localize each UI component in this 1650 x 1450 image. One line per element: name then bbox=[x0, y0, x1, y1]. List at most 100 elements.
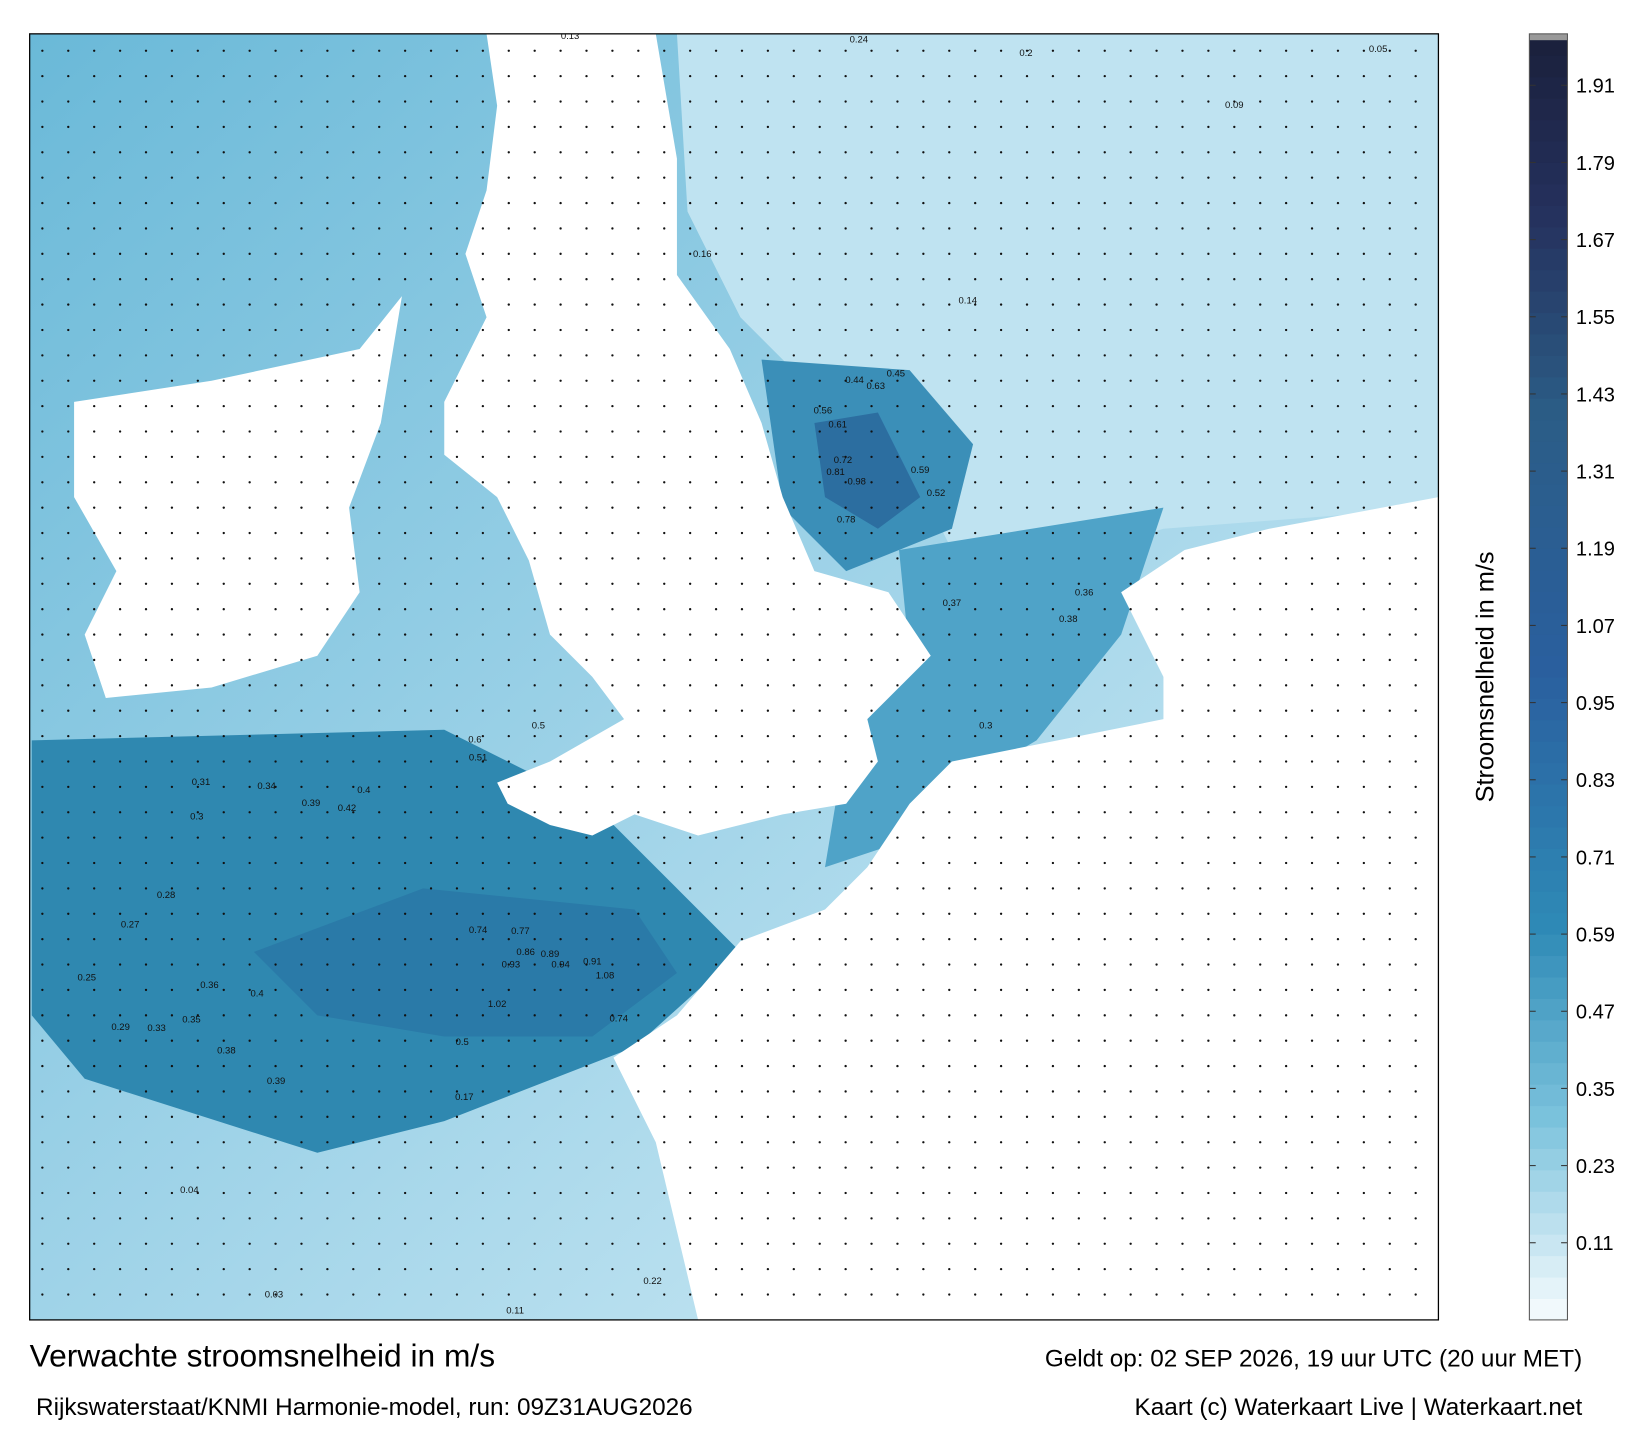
grid-dot bbox=[818, 430, 821, 433]
grid-dot bbox=[611, 354, 614, 357]
grid-dot bbox=[118, 1115, 122, 1119]
grid-dot bbox=[403, 1064, 407, 1068]
grid-dot bbox=[688, 328, 692, 332]
grid-dot bbox=[300, 963, 303, 966]
grid-dot bbox=[93, 328, 96, 332]
grid-dot bbox=[1181, 1267, 1184, 1271]
grid-dot bbox=[896, 100, 899, 103]
grid-dot bbox=[559, 582, 562, 585]
grid-dot bbox=[896, 252, 899, 255]
grid-dot bbox=[922, 760, 925, 763]
grid-dot bbox=[403, 201, 407, 205]
grid-dot bbox=[999, 201, 1003, 205]
grid-dot bbox=[1025, 74, 1029, 78]
grid-dot bbox=[481, 506, 485, 509]
grid-dot bbox=[999, 938, 1003, 941]
grid-dot bbox=[818, 125, 821, 129]
grid-dot bbox=[248, 938, 251, 941]
grid-dot bbox=[688, 557, 692, 560]
grid-dot bbox=[1414, 1115, 1417, 1119]
grid-dot bbox=[1181, 760, 1184, 763]
grid-dot bbox=[896, 1191, 899, 1195]
grid-dot bbox=[844, 811, 847, 814]
grid-dot bbox=[455, 252, 459, 255]
grid-dot bbox=[948, 1014, 951, 1017]
grid-dot bbox=[766, 963, 770, 966]
grid-dot bbox=[637, 1191, 640, 1195]
grid-dot bbox=[481, 404, 485, 408]
grid-dot bbox=[1336, 1014, 1340, 1017]
grid-dot bbox=[792, 1115, 795, 1119]
grid-dot bbox=[222, 278, 225, 281]
grid-dot bbox=[818, 887, 821, 890]
grid-dot bbox=[1129, 379, 1132, 382]
grid-dot bbox=[300, 227, 303, 230]
grid-dot bbox=[1025, 430, 1029, 433]
grid-dot bbox=[1233, 709, 1236, 712]
grid-dot bbox=[663, 1115, 666, 1119]
grid-dot bbox=[611, 1166, 614, 1169]
grid-dot bbox=[429, 531, 433, 535]
grid-dot bbox=[455, 785, 459, 789]
grid-dot bbox=[844, 227, 847, 230]
grid-dot bbox=[326, 938, 329, 941]
grid-dot bbox=[688, 988, 692, 992]
grid-dot bbox=[870, 455, 873, 459]
grid-dot bbox=[507, 1166, 510, 1169]
grid-dot bbox=[870, 988, 873, 992]
grid-dot bbox=[170, 151, 174, 154]
grid-dot bbox=[326, 734, 329, 738]
grid-dot bbox=[144, 1191, 148, 1195]
grid-dot bbox=[766, 734, 770, 738]
grid-dot bbox=[196, 430, 199, 433]
grid-dot bbox=[144, 709, 148, 712]
grid-dot bbox=[1414, 455, 1417, 459]
grid-dot bbox=[403, 684, 407, 687]
grid-dot bbox=[1077, 1014, 1080, 1017]
grid-dot bbox=[999, 582, 1003, 585]
grid-dot bbox=[766, 100, 770, 103]
grid-dot bbox=[1362, 151, 1366, 154]
grid-dot bbox=[1259, 988, 1262, 992]
grid-dot bbox=[1103, 328, 1106, 332]
grid-dot bbox=[585, 811, 588, 814]
grid-dot bbox=[248, 1267, 251, 1271]
grid-dot bbox=[948, 811, 951, 814]
current-label: 0.51 bbox=[469, 752, 488, 763]
grid-dot bbox=[507, 709, 510, 712]
grid-dot bbox=[740, 1242, 744, 1245]
grid-dot bbox=[948, 608, 951, 611]
grid-dot bbox=[1284, 531, 1288, 535]
grid-dot bbox=[974, 912, 977, 915]
grid-dot bbox=[507, 633, 510, 636]
grid-dot bbox=[1310, 963, 1314, 966]
grid-dot bbox=[455, 582, 459, 585]
grid-dot bbox=[922, 633, 925, 636]
grid-dot bbox=[1103, 861, 1106, 865]
grid-dot bbox=[1129, 1014, 1132, 1017]
grid-dot bbox=[533, 252, 536, 255]
grid-dot bbox=[1336, 278, 1340, 281]
grid-dot bbox=[1336, 811, 1340, 814]
grid-dot bbox=[1388, 811, 1391, 814]
grid-dot bbox=[1233, 836, 1236, 839]
grid-dot bbox=[93, 1115, 96, 1119]
grid-dot bbox=[740, 1064, 744, 1068]
grid-dot bbox=[1181, 328, 1184, 332]
grid-dot bbox=[611, 278, 614, 281]
grid-dot bbox=[533, 430, 536, 433]
grid-dot bbox=[300, 1217, 303, 1220]
grid-dot bbox=[352, 1090, 355, 1093]
grid-dot bbox=[1103, 760, 1106, 763]
grid-dot bbox=[378, 1217, 381, 1220]
grid-dot bbox=[1155, 252, 1158, 255]
grid-dot bbox=[637, 734, 640, 738]
grid-dot bbox=[1207, 201, 1210, 205]
grid-dot bbox=[1259, 1090, 1262, 1093]
grid-dot bbox=[222, 303, 225, 306]
grid-dot bbox=[1051, 1014, 1055, 1017]
grid-dot bbox=[1077, 1166, 1080, 1169]
grid-dot bbox=[41, 633, 44, 636]
grid-dot bbox=[663, 938, 666, 941]
grid-dot bbox=[429, 734, 433, 738]
